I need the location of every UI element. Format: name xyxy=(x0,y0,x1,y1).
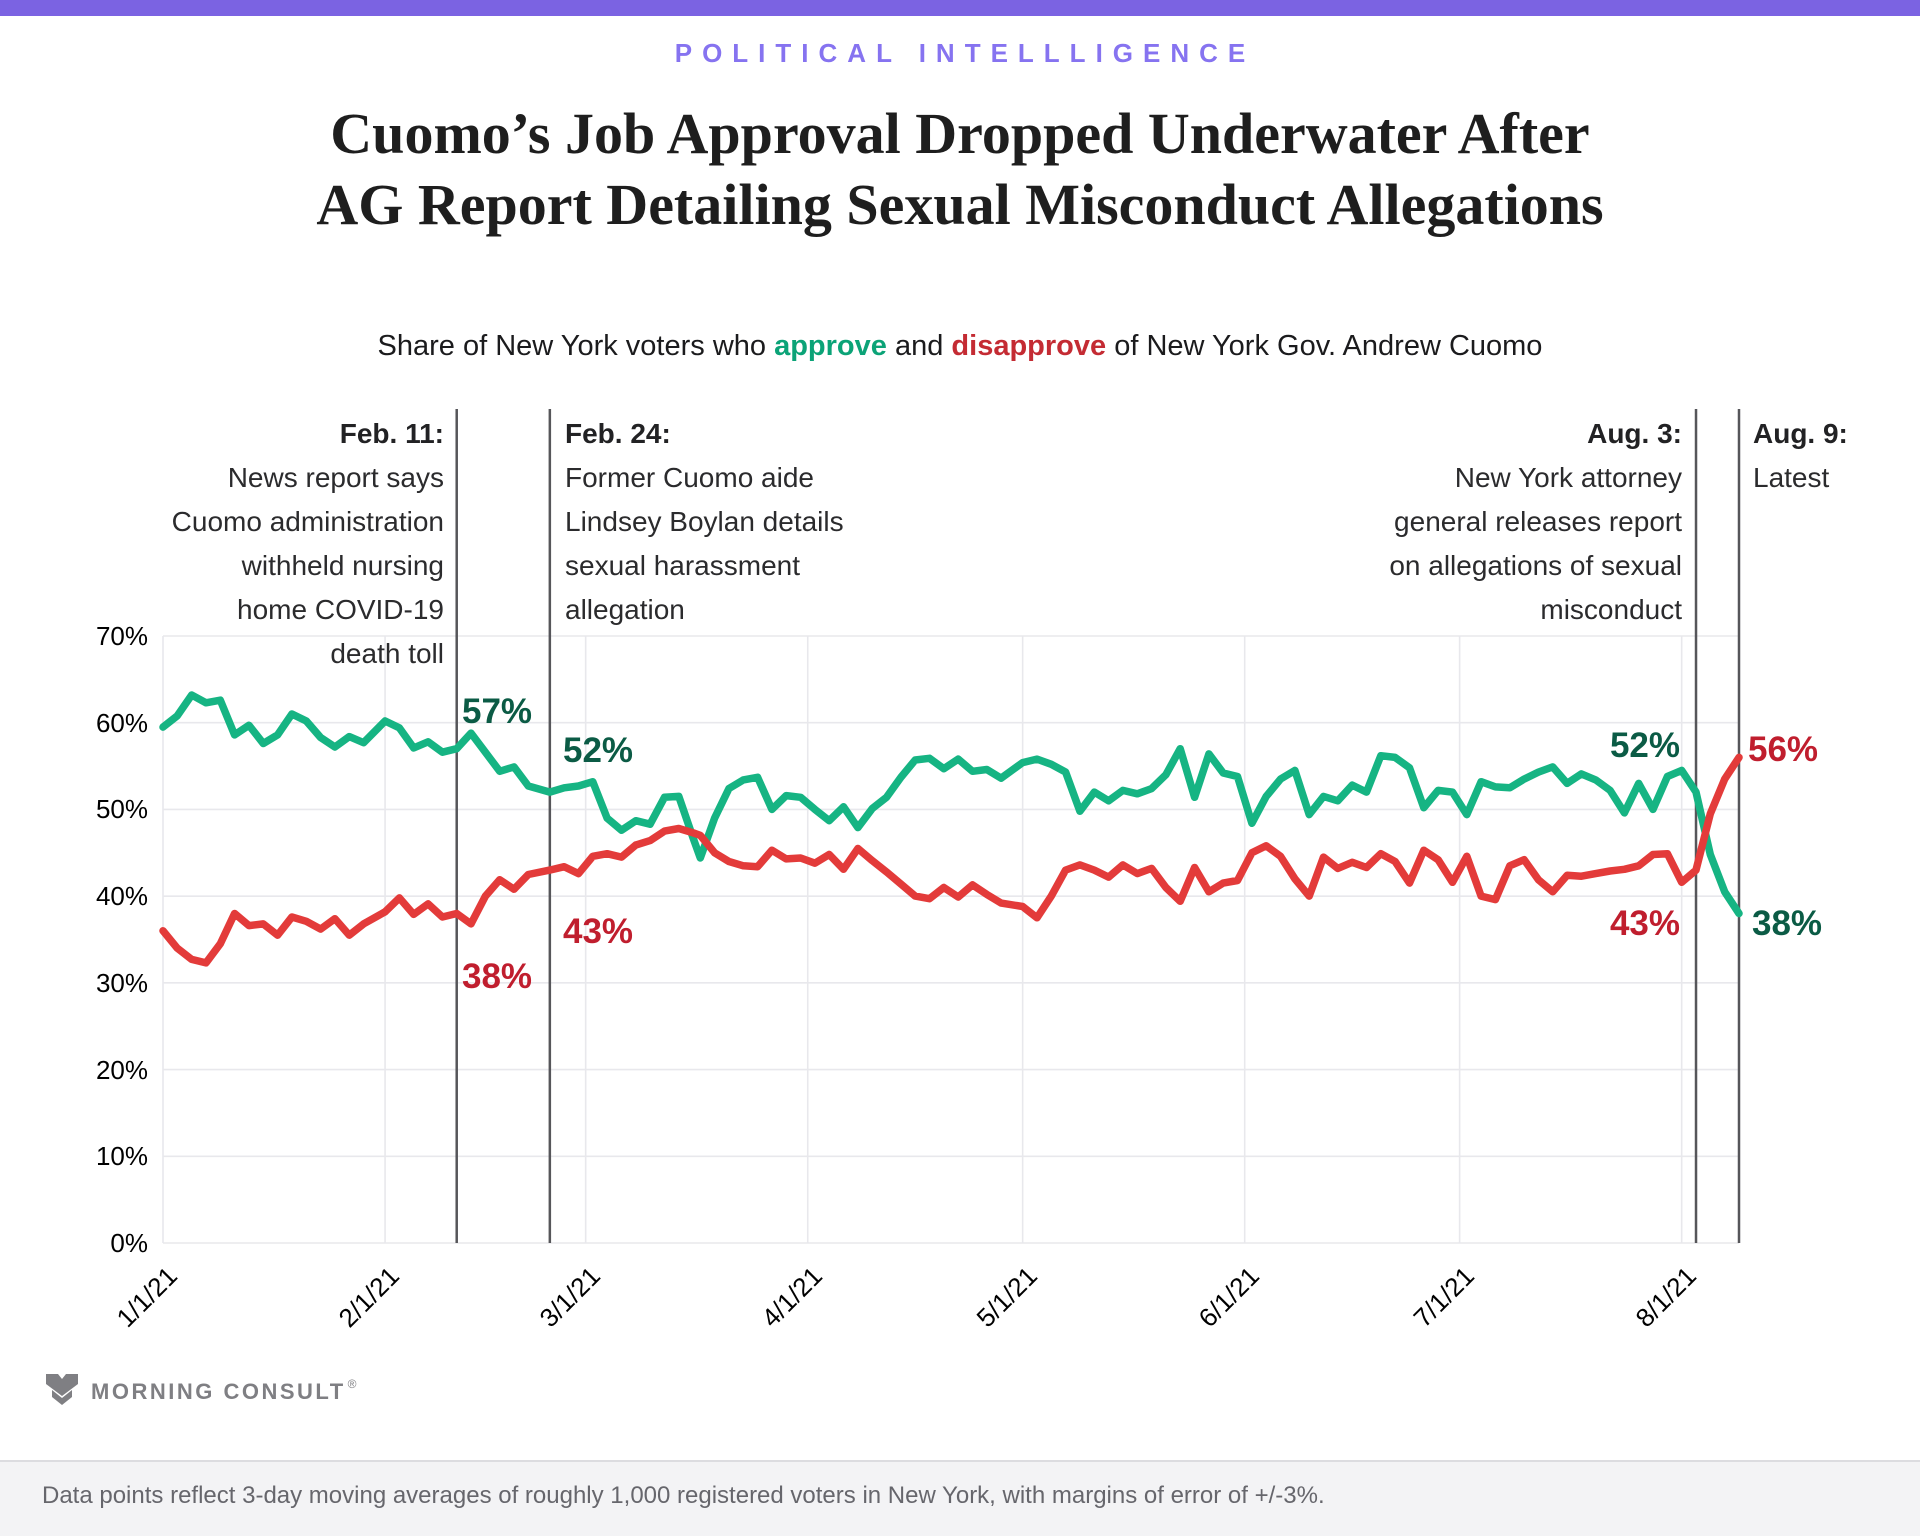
y-axis-label: 0% xyxy=(110,1228,148,1258)
y-axis-label: 40% xyxy=(95,881,148,912)
value-label-approve-aug3: 52% xyxy=(1609,726,1680,765)
annotation-line: New York attorney xyxy=(1454,462,1682,493)
annotation-line: allegation xyxy=(565,594,685,625)
title-line-2: AG Report Detailing Sexual Misconduct Al… xyxy=(316,172,1604,237)
kicker: POLITICAL INTELLLIGENCE xyxy=(674,38,1256,68)
annotation-heading: Feb. 11: xyxy=(339,418,444,449)
value-label-disapprove-feb24: 43% xyxy=(563,912,634,951)
disapprove-word: disapprove xyxy=(951,330,1107,362)
value-label-approve-feb24: 52% xyxy=(563,731,634,770)
annotation-line: misconduct xyxy=(1540,594,1682,625)
annotation-feb-24: Feb. 24: Former Cuomo aide Lindsey Boylan … xyxy=(565,412,995,632)
value-label-disapprove-feb11: 38% xyxy=(462,957,533,996)
y-axis-label: 20% xyxy=(95,1054,148,1085)
footer-band: Data points reflect 3-day moving average… xyxy=(0,1462,1920,1536)
y-axis-label: 10% xyxy=(95,1141,148,1172)
annotation-line: Latest xyxy=(1753,462,1830,493)
logo-text: MORNING CONSULT xyxy=(91,1379,346,1404)
value-label-approve-aug9: 38% xyxy=(1752,904,1823,943)
y-axis-label: 60% xyxy=(95,707,148,738)
morning-consult-logo: MORNING CONSULT ® xyxy=(46,1374,356,1410)
annotation-heading: Feb. 24: xyxy=(565,418,671,449)
footer-divider xyxy=(0,1460,1920,1462)
annotation-aug-9: Aug. 9: Latest xyxy=(1753,412,1903,500)
annotation-line: on allegations of sexual xyxy=(1389,550,1682,581)
annotation-line: home COVID-19 xyxy=(237,594,444,625)
y-axis-label: 30% xyxy=(95,967,148,998)
value-label-disapprove-aug9: 56% xyxy=(1748,730,1819,769)
registered-mark: ® xyxy=(347,1377,357,1391)
annotation-line: News report says xyxy=(227,462,444,493)
series-approve xyxy=(159,691,1743,918)
page-title: Cuomo’s Job Approval Dropped Underwater … xyxy=(0,98,1920,240)
subtitle-suffix: of New York Gov. Andrew Cuomo xyxy=(1106,330,1543,362)
annotation-line: Former Cuomo aide xyxy=(565,462,814,493)
title-line-1: Cuomo’s Job Approval Dropped Underwater … xyxy=(330,101,1590,166)
brand-color-bar xyxy=(0,0,1920,16)
y-axis-label: 70% xyxy=(95,621,148,651)
methodology-note: Data points reflect 3-day moving average… xyxy=(42,1482,1325,1509)
y-axis-label: 50% xyxy=(95,794,148,825)
subtitle-prefix: Share of New York voters who xyxy=(377,330,775,362)
annotation-line: Lindsey Boylan details xyxy=(565,506,844,537)
annotation-line: sexual harassment xyxy=(565,550,801,581)
annotation-line: withheld nursing xyxy=(241,550,444,581)
annotation-line: Cuomo administration xyxy=(171,506,444,537)
subtitle-middle: and xyxy=(886,330,952,362)
series-disapprove xyxy=(159,753,1743,967)
annotation-heading: Aug. 9: xyxy=(1753,418,1848,449)
annotation-line: general releases report xyxy=(1394,506,1682,537)
annotation-feb-11: Feb. 11: News report says Cuomo administra… xyxy=(60,412,444,676)
subtitle: Share of New York voters who approve and… xyxy=(0,330,1920,363)
annotation-line: death toll xyxy=(330,638,444,669)
annotation-aug-3: Aug. 3: New York attorney general releases… xyxy=(1262,412,1682,632)
value-label-approve-feb11: 57% xyxy=(462,692,533,731)
value-label-disapprove-aug3: 43% xyxy=(1609,904,1680,943)
morning-consult-m-icon xyxy=(46,1374,78,1405)
annotation-heading: Aug. 3: xyxy=(1587,418,1682,449)
approve-word: approve xyxy=(774,330,887,362)
